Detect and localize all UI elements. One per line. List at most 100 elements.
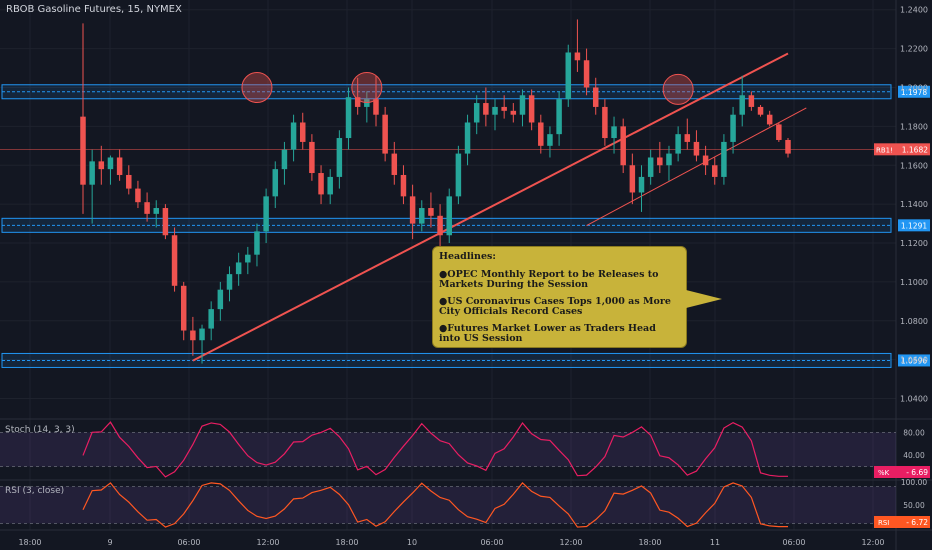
indicator-tick-label: 100.00 [901,478,927,487]
candle-body [336,138,343,177]
current-price-label: 1.1682 [902,145,928,154]
level-price-label: 1.1978 [901,88,927,97]
indicator-line [82,421,788,478]
candle-body [208,309,214,329]
level-price-label: 1.1291 [901,221,927,230]
candle-body [235,262,242,275]
candle-body [409,196,416,224]
candle-body [501,106,507,111]
indicator-value: - 6.69 [906,468,928,477]
indicator-value-label: RSI [878,519,889,527]
indicator-tick-label: 80.00 [903,428,925,437]
candle-body [89,161,95,185]
candle-body [419,208,425,224]
candle-body [254,231,260,255]
price-tick-label: 1.0800 [900,317,928,326]
candle-body [135,188,141,203]
candle-body [565,52,572,100]
candle-body [299,122,306,142]
candle-body [638,176,645,193]
candle-body [391,153,398,175]
candle-body [776,124,782,140]
indicator-value-tag [874,516,930,528]
candle-body [272,169,279,197]
indicator-value-tag [874,466,930,478]
price-tick-label: 1.1400 [900,200,928,209]
resistance-touch-marker [662,73,694,105]
indicator-value-label: %K [878,469,890,477]
candle-body [464,122,471,154]
candle-body [528,95,535,123]
candle-body [730,114,736,142]
candle-body [748,95,755,107]
candle-body [309,141,315,174]
indicator-band [0,432,896,467]
candle-body [180,285,187,331]
price-tick-label: 1.1600 [900,161,928,170]
candle-body [647,157,654,177]
candle-body [80,116,86,185]
candle-body [437,215,443,236]
callout-pointer [686,290,722,308]
price-tick-label: 1.2400 [900,6,928,15]
price-tick-label: 1.2200 [900,45,928,54]
current-price-tag [874,143,930,156]
candle-body [199,328,205,341]
candle-body [712,165,718,177]
candle-body [190,330,196,341]
candle-body [382,114,388,154]
candle-body [583,60,590,88]
candle-body [547,134,553,146]
price-tick-label: 1.1200 [900,239,928,248]
candle-body [153,208,159,214]
headline-item: Futures Market Lower as Traders Head int… [439,324,680,344]
candle-body [693,141,700,156]
candle-body [327,176,333,195]
candle-body [364,99,370,107]
candle-body [721,141,727,177]
candle-body [400,174,407,197]
candle-body [629,165,636,193]
headline-item: US Coronavirus Cases Tops 1,000 as More … [439,297,680,317]
candle-body [538,122,544,146]
indicator-tick-label: 50.00 [903,501,925,510]
candle-body [455,153,462,197]
candle-body [144,202,150,214]
candle-body [373,99,379,115]
candle-body [620,126,626,166]
price-label-bg [898,219,930,232]
candle-body [446,196,452,236]
time-tick-label: 06:00 [480,538,503,547]
candle-body [428,208,434,216]
price-label-bg [898,354,930,367]
trendline [586,107,807,226]
price-tick-label: 1.1000 [900,278,928,287]
chart-title: RBOB Gasoline Futures, 15, NYMEX [6,4,182,15]
candle-body [684,134,691,142]
time-tick-label: 18:00 [335,538,358,547]
rsi-label: RSI (3, close) [5,486,65,496]
candle-body [611,126,617,139]
candle-body [675,134,681,154]
candle-body [510,110,517,115]
price-tick-label: 1.1800 [900,122,928,131]
resistance-touch-marker [351,71,383,103]
price-tick-label: 1.2000 [900,83,928,92]
time-tick-label: 06:00 [177,538,200,547]
candle-body [556,99,562,135]
indicator-band [0,486,896,524]
candle-body [785,139,791,154]
indicator-tick-label: 40.00 [903,451,925,460]
headline-item: OPEC Monthly Report to be Releases to Ma… [439,270,680,290]
time-tick-label: 12:00 [256,538,279,547]
candle-body [766,114,773,125]
level-price-label: 1.0596 [901,356,927,365]
resistance-touch-marker [241,71,273,103]
time-tick-label: 12:00 [861,538,884,547]
indicator-line [82,482,788,528]
candle-body [473,103,480,123]
stoch-label: Stoch (14, 3, 3) [5,425,75,435]
candle-body [492,106,498,115]
candle-body [657,157,663,166]
